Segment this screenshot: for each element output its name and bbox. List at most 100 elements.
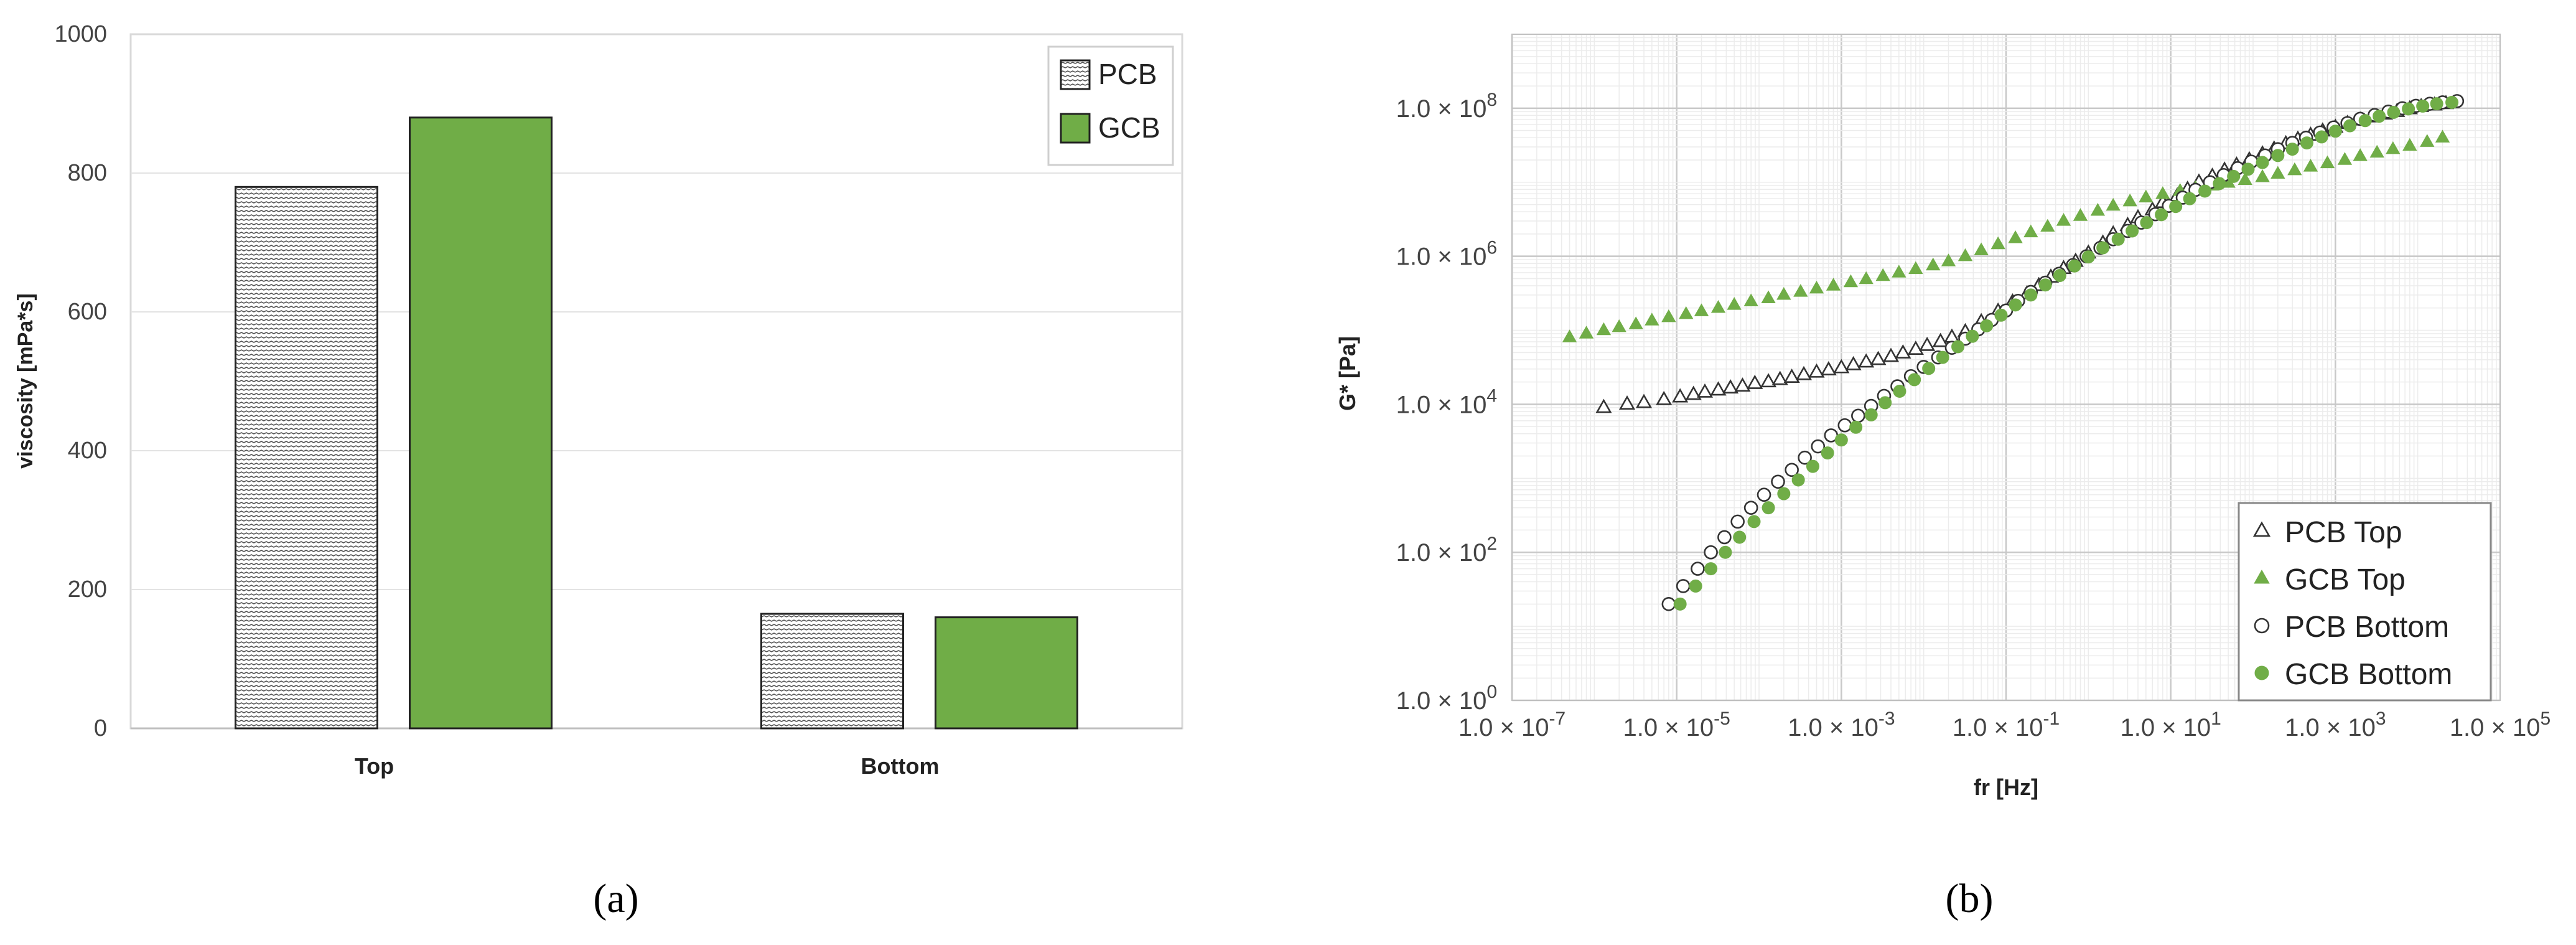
data-point [1743,501,1758,515]
data-point [1719,545,1732,559]
data-point [1595,398,1612,413]
data-point [1776,287,1791,300]
data-point [2337,152,2353,165]
data-point [2386,141,2401,154]
data-point [1922,362,1936,375]
data-point [1661,309,1676,322]
data-point [1941,253,1956,266]
data-point [1710,299,1726,313]
data-point [1811,439,1826,454]
data-point [1579,326,1594,339]
data-point [1943,328,1961,343]
data-point [2416,99,2430,113]
data-point [1628,316,1643,329]
data-point [1821,446,1834,460]
y-tick-label: 1000 [54,21,107,47]
y-tick-label: 1.0 × 104 [1396,385,1497,418]
data-point [2256,156,2269,169]
data-point [2090,203,2106,216]
data-point [2353,148,2368,161]
y-tick-label: 400 [68,438,107,464]
data-point [1777,487,1791,501]
data-point [2023,224,2038,238]
data-point [2271,149,2285,162]
legend-label: PCB Top [2285,516,2402,549]
data-points [1562,94,2465,611]
data-point [2315,130,2328,144]
legend: PCB GCB [1047,45,1174,166]
data-point [1908,373,1921,387]
data-point [2073,208,2088,221]
data-point [2270,166,2285,179]
legend-box [2238,502,2492,702]
y-tick-label: 600 [68,299,107,325]
data-point [2402,138,2417,151]
data-point [1685,385,1702,400]
x-tick-label: 1.0 × 10-7 [1458,708,1566,741]
data-point [2198,184,2212,198]
data-point [1908,261,1923,275]
data-point [1845,355,1862,370]
legend: PCB Top GCB Top PCB Bottom GCB Bottom [2238,502,2492,702]
data-point [1875,268,1890,281]
panel-label-a: (a) [593,876,638,921]
y-tick-label: 0 [94,715,107,741]
data-point [1747,374,1763,389]
data-point [1893,385,1906,398]
y-tick-label: 800 [68,160,107,186]
data-point [1793,284,1808,297]
data-point [1747,515,1761,529]
data-point [1864,408,1878,421]
legend-label: GCB Top [2285,563,2406,596]
data-point [1849,420,1863,434]
data-point [1762,501,1775,515]
data-point [1635,393,1653,408]
data-point [1833,359,1850,374]
bar-gcb-bottom [935,616,1078,730]
data-point [2024,288,2038,302]
data-point [2238,172,2252,186]
data-point [2328,125,2342,138]
bars [235,116,1078,730]
data-point [1820,361,1837,375]
data-point [1717,530,1732,545]
data-point [1733,530,1747,544]
x-tick-labels: Top Bottom [355,753,940,779]
data-point [1661,597,1676,611]
data-point [1562,329,1577,342]
y-tick-label: 1.0 × 108 [1396,90,1497,123]
data-point [2369,144,2384,158]
data-point [2227,169,2241,183]
data-point [2387,105,2401,119]
x-tick-label: 1.0 × 101 [2120,708,2221,741]
data-point [1704,562,1718,576]
data-point [2140,216,2154,230]
data-point [1691,562,1705,576]
data-point [1895,344,1911,359]
bar-gcb-top [409,116,553,730]
data-point [2169,200,2183,214]
data-point [2155,208,2168,222]
series-pcb-top [1595,95,2455,413]
data-point [2096,241,2110,255]
legend-swatch-gcb [1060,113,1091,144]
data-point [2435,129,2450,143]
data-point [2126,224,2139,238]
data-point [2008,230,2023,243]
data-point [1710,381,1727,396]
data-point [1926,257,1941,271]
legend-marker-pcb-top [2252,521,2271,537]
data-point [1834,433,1848,447]
data-point [2303,159,2318,172]
data-point [1806,459,1819,473]
data-point [1907,341,1924,355]
data-point [2430,97,2443,111]
data-point [1730,514,1745,529]
data-point [1990,236,2005,250]
data-point [1760,373,1777,388]
data-point [2320,155,2335,169]
data-point [1672,388,1689,403]
data-point [1994,308,2008,322]
data-point [1771,370,1788,385]
x-tick-label: 1.0 × 10-1 [1953,708,2060,741]
